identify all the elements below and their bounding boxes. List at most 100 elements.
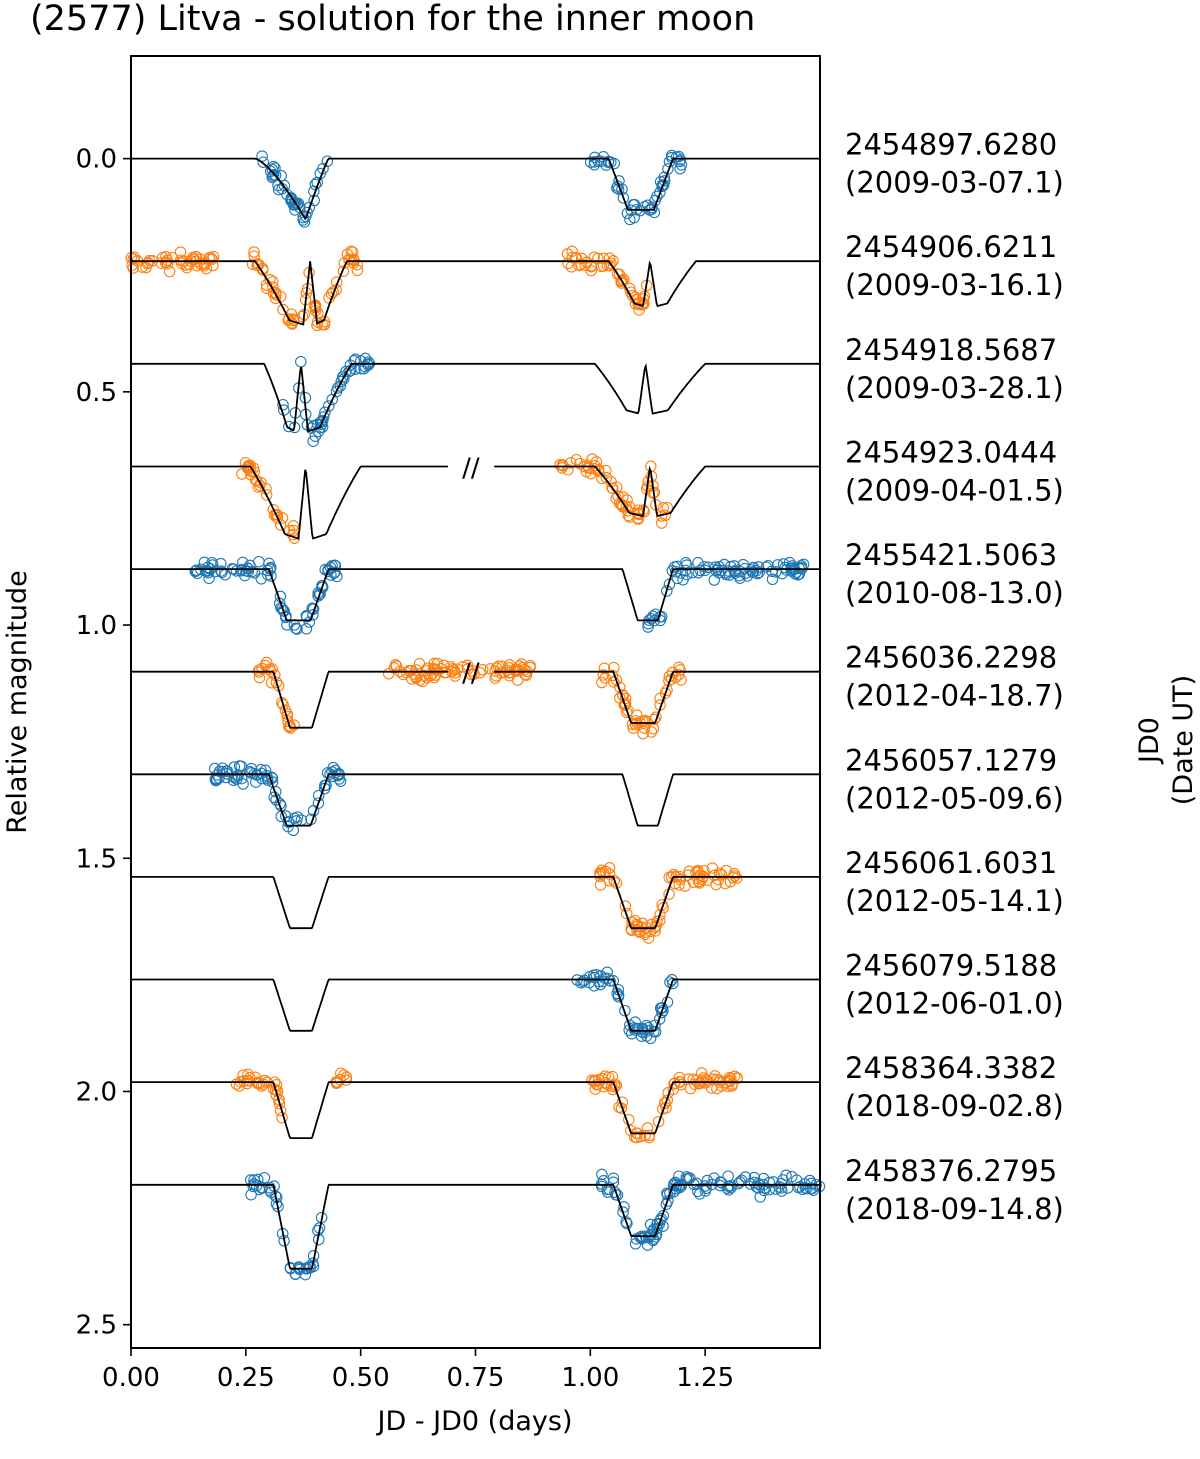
data-point	[242, 1068, 254, 1081]
data-point	[274, 519, 287, 531]
data-point	[253, 555, 265, 568]
data-point	[570, 453, 583, 466]
model-line	[131, 568, 820, 622]
data-point	[609, 1081, 621, 1093]
data-point	[601, 972, 614, 985]
model-line	[131, 157, 820, 221]
data-point	[273, 1097, 286, 1110]
data-point	[256, 662, 268, 675]
data-point	[258, 1171, 271, 1184]
data-point	[654, 186, 666, 199]
plot-frame	[130, 55, 821, 1349]
data-point	[615, 277, 628, 289]
data-point	[259, 764, 272, 777]
data-point	[264, 663, 276, 675]
data-point	[251, 259, 263, 272]
data-point	[256, 150, 268, 162]
data-point	[155, 257, 168, 269]
data-point	[621, 1217, 633, 1230]
data-point	[686, 566, 699, 579]
data-point	[721, 1182, 734, 1194]
data-point	[300, 623, 313, 635]
data-point	[655, 517, 668, 529]
data-point	[236, 468, 248, 480]
data-point	[709, 1070, 721, 1082]
epoch-date-label: (2012-05-14.1)	[845, 884, 1064, 918]
data-point	[713, 867, 726, 880]
data-point	[198, 258, 211, 270]
data-point	[291, 198, 304, 211]
series-1	[125, 245, 820, 332]
data-point	[579, 259, 591, 271]
x-tick-label: 1.00	[561, 1363, 619, 1393]
data-point	[332, 769, 344, 782]
data-point	[659, 1097, 671, 1109]
data-point	[519, 668, 531, 681]
data-point	[575, 252, 588, 265]
data-point	[654, 692, 666, 705]
data-point	[202, 566, 215, 579]
data-point	[312, 797, 325, 809]
data-point	[257, 156, 269, 168]
epoch-date-label: (2018-09-14.8)	[845, 1192, 1064, 1226]
data-point	[382, 667, 395, 680]
data-point	[649, 608, 662, 620]
data-point	[271, 509, 283, 521]
data-point	[632, 925, 645, 937]
data-point	[709, 561, 722, 573]
data-point	[181, 261, 193, 274]
plot-area: // //	[125, 149, 826, 1281]
data-point	[215, 565, 227, 577]
epoch-jd0-label: 2456057.1279	[845, 743, 1057, 777]
data-point	[562, 257, 574, 270]
data-point	[754, 1191, 766, 1203]
data-point	[674, 873, 687, 886]
axis-break-marker: //	[462, 453, 480, 483]
data-point	[417, 675, 429, 688]
data-point	[575, 258, 587, 271]
data-point	[712, 873, 725, 886]
data-point	[335, 375, 348, 388]
data-point	[256, 1181, 268, 1194]
data-point	[645, 726, 658, 738]
data-point	[312, 307, 324, 320]
data-point	[337, 370, 350, 383]
data-point	[646, 201, 658, 214]
data-point	[647, 610, 659, 623]
data-point	[282, 314, 295, 327]
data-point	[641, 1239, 654, 1251]
data-point	[261, 772, 274, 784]
data-point	[597, 151, 610, 163]
y-tick-label: 1.5	[76, 844, 117, 874]
data-point	[596, 1073, 609, 1085]
data-point	[269, 162, 281, 174]
data-point	[316, 581, 329, 593]
data-point	[695, 1067, 708, 1079]
series-9	[131, 1067, 820, 1144]
data-point	[780, 1169, 792, 1182]
epoch-date-label: (2010-08-13.0)	[845, 576, 1064, 610]
data-point	[612, 490, 624, 502]
data-point	[503, 670, 516, 682]
series-4	[131, 555, 820, 635]
data-point	[661, 585, 673, 597]
data-point	[253, 1077, 266, 1090]
data-point	[771, 559, 784, 571]
data-point	[637, 297, 649, 309]
data-point	[410, 664, 423, 676]
data-point	[456, 661, 469, 673]
data-point	[619, 692, 632, 705]
data-point	[629, 1016, 641, 1028]
data-point	[287, 520, 300, 532]
data-point	[604, 975, 616, 987]
data-point	[216, 566, 228, 579]
series-2	[131, 352, 820, 447]
y-tick-label: 1.0	[76, 611, 117, 641]
data-point	[484, 663, 497, 675]
data-point	[201, 561, 214, 574]
epoch-jd0-label: 2454918.5687	[845, 333, 1057, 367]
series-6	[131, 760, 820, 837]
data-point	[575, 977, 587, 989]
epoch-jd0-label: 2454897.6280	[845, 128, 1057, 162]
data-point	[241, 1074, 254, 1087]
